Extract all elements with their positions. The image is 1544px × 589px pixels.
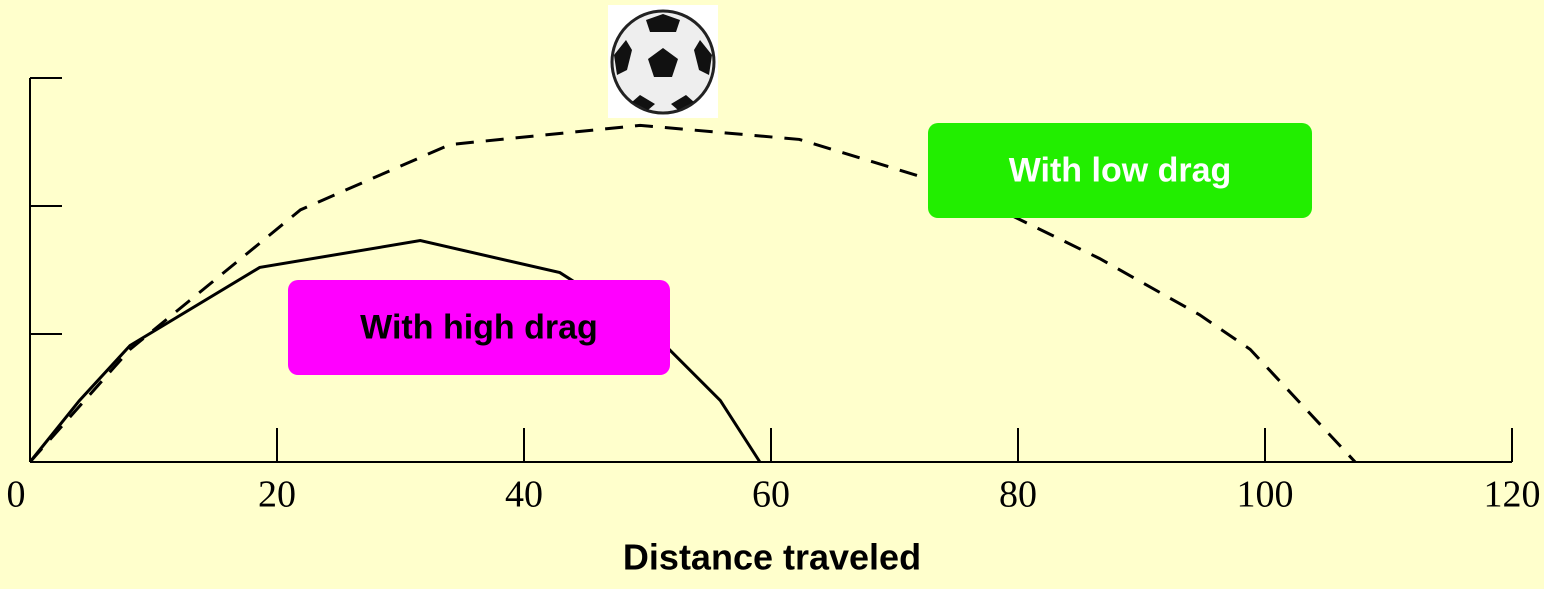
series-label: With low drag: [928, 123, 1312, 218]
x-tick-label: 20: [258, 474, 296, 516]
x-tick-label: 120: [1484, 474, 1541, 516]
series-label: With high drag: [288, 280, 670, 375]
chart: Distance traveled 0 20 40 60 80 100 120 With hi…: [0, 0, 1544, 589]
x-tick-label: 60: [752, 474, 790, 516]
x-tick-label: 0: [7, 474, 26, 516]
series-name: With high drag: [360, 308, 598, 346]
soccer-ball: [608, 5, 718, 118]
x-tick-label: 40: [505, 474, 543, 516]
page: Distance traveled 0 20 40 60 80 100 120 With hi…: [0, 0, 1544, 589]
x-tick-label: 100: [1237, 474, 1294, 516]
series-name: With low drag: [1009, 151, 1232, 189]
x-tick-label: 80: [999, 474, 1037, 516]
x-axis-label: Distance traveled: [623, 537, 921, 578]
